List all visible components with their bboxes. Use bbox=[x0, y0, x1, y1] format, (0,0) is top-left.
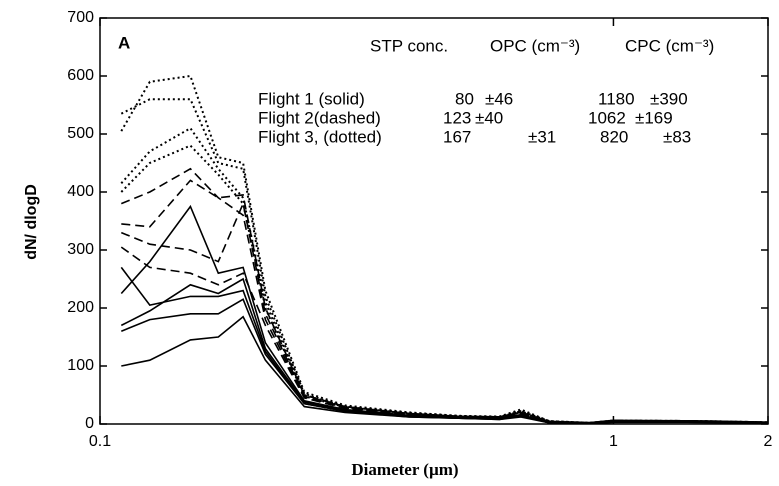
series-line bbox=[120, 298, 769, 425]
y-tick-label: 0 bbox=[85, 415, 94, 432]
annotation-cell: Flight 3, (dotted) bbox=[258, 127, 382, 146]
annotation-cell: 1062 bbox=[588, 108, 626, 127]
annotation-cell: 123 bbox=[443, 108, 471, 127]
annotation-cell: Flight 2(dashed) bbox=[258, 108, 381, 127]
panel-label: A bbox=[118, 33, 130, 52]
annotation-cell: 80 bbox=[455, 89, 474, 108]
x-tick-label: 0.1 bbox=[89, 433, 111, 450]
annotation-cell: ±31 bbox=[528, 127, 556, 146]
y-tick-label: 100 bbox=[67, 357, 94, 374]
annotation-header: CPC (cm⁻³) bbox=[625, 36, 714, 55]
y-tick-label: 600 bbox=[67, 67, 94, 84]
annotation-cell: ±390 bbox=[650, 89, 688, 108]
annotation-cell: ±83 bbox=[663, 127, 691, 146]
annotation-header: OPC (cm⁻³) bbox=[490, 36, 580, 55]
plot-frame bbox=[99, 17, 769, 425]
series-line bbox=[120, 98, 769, 424]
annotation-cell: Flight 1 (solid) bbox=[258, 89, 365, 108]
annotation-cell: 1180 bbox=[598, 89, 635, 108]
annotation-cell: 820 bbox=[600, 127, 628, 146]
y-tick-label: 400 bbox=[67, 183, 94, 200]
annotation-header: STP conc. bbox=[370, 36, 448, 55]
annotation-cell: 167 bbox=[443, 127, 471, 146]
series-line bbox=[120, 144, 769, 424]
y-tick-label: 200 bbox=[67, 299, 94, 316]
series-line bbox=[120, 204, 769, 425]
series-line bbox=[120, 126, 769, 424]
series-line bbox=[121, 315, 769, 425]
y-tick-label: 700 bbox=[67, 9, 94, 26]
series-line bbox=[120, 266, 769, 425]
series-line bbox=[120, 74, 769, 424]
y-tick-label: 300 bbox=[67, 241, 94, 258]
annotation-cell: ±169 bbox=[635, 108, 673, 127]
y-tick-label: 500 bbox=[67, 125, 94, 142]
x-axis-label: Diameter (µm) bbox=[351, 460, 458, 479]
x-tick-label: 1 bbox=[609, 433, 618, 450]
annotation-cell: ±46 bbox=[485, 89, 513, 108]
series-line bbox=[121, 179, 769, 424]
annotation-cell: ±40 bbox=[475, 108, 503, 127]
series-line bbox=[120, 277, 769, 425]
x-tick-label: 2 bbox=[764, 433, 773, 450]
y-axis-label: dN/ dlogD bbox=[23, 184, 40, 260]
